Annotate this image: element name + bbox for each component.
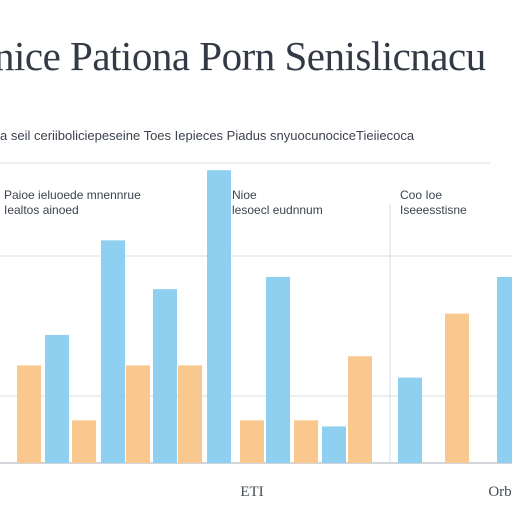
- bar-6: [153, 289, 177, 463]
- gridlines: [0, 162, 512, 464]
- group-label-1-line1: Paioe ieluoede mnennrue: [4, 188, 141, 202]
- bar-13: [348, 356, 372, 463]
- bar-16: [497, 276, 512, 463]
- bar-5: [126, 365, 150, 463]
- bar-15: [445, 313, 469, 463]
- bar-11: [294, 420, 318, 463]
- bar-1: [17, 365, 41, 463]
- bar-12: [322, 426, 346, 463]
- bar-8: [207, 170, 231, 463]
- bar-14: [398, 377, 422, 463]
- bar-9: [240, 420, 264, 463]
- bar-10: [266, 276, 290, 463]
- bars: [17, 170, 512, 463]
- group-label-3-line2: Iseeesstisne: [400, 203, 467, 217]
- x-tick-label-1: ETI: [240, 484, 263, 500]
- bar-3: [72, 420, 96, 463]
- chart-title: nice Pationa Porn Senislicnacu: [0, 34, 486, 78]
- group-label-1-line2: Iealtos ainoed: [4, 203, 79, 217]
- group-label-3: Coo Ioe Iseeesstisne: [400, 188, 467, 218]
- group-label-2-line1: Nioe: [232, 188, 257, 202]
- group-label-2-line2: lesoecl eudnnum: [232, 203, 323, 217]
- x-tick-labels: ETI Orb: [240, 484, 511, 500]
- bar-2: [45, 334, 69, 463]
- bar-7: [178, 365, 202, 463]
- chart-subtitle: a seil ceriiboliciepeseine Toes Iepieces…: [0, 128, 415, 143]
- group-label-1: Paioe ieluoede mnennrue Iealtos ainoed: [4, 188, 141, 218]
- group-label-3-line1: Coo Ioe: [400, 188, 443, 202]
- bar-4: [101, 240, 125, 463]
- group-label-2: Nioe lesoecl eudnnum: [232, 188, 323, 218]
- x-tick-label-2: Orb: [488, 484, 511, 500]
